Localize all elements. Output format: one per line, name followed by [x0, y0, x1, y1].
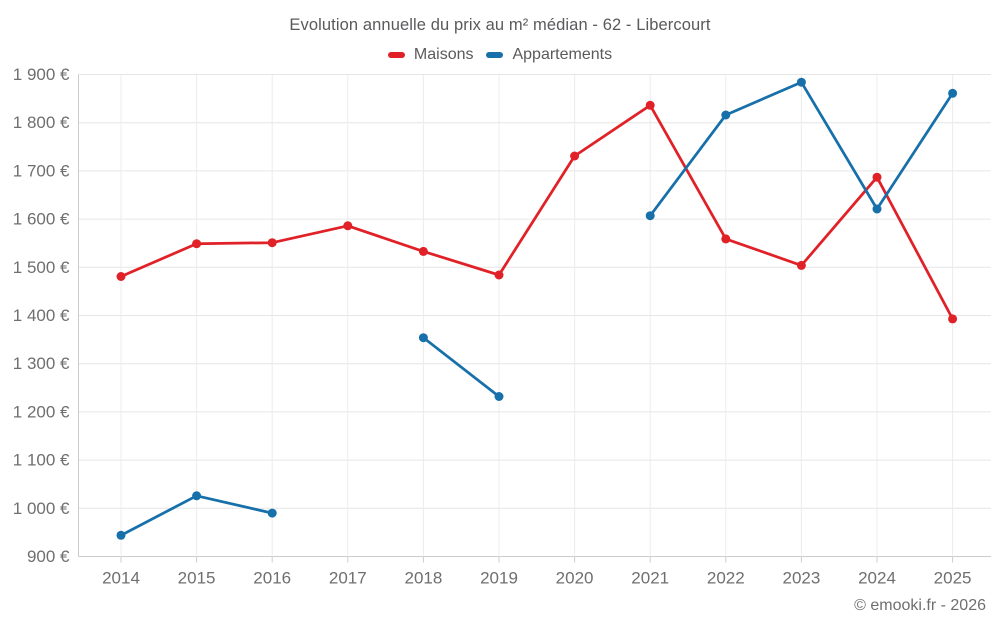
legend-label-maisons: Maisons [413, 46, 474, 63]
data-point-appartements-2025[interactable] [948, 88, 958, 98]
y-axis-label-1700: 1 700 € [13, 161, 70, 180]
y-axis-label-1300: 1 300 € [13, 354, 70, 373]
x-axis-label-2020: 2020 [556, 569, 594, 588]
data-point-maisons-2017[interactable] [343, 221, 353, 231]
y-axis-label-1400: 1 400 € [13, 306, 70, 325]
legend-item-appartements[interactable]: Appartements [486, 46, 612, 64]
chart-title: Evolution annuelle du prix au m² médian … [289, 16, 711, 34]
data-point-maisons-2015[interactable] [192, 239, 202, 249]
y-axis-label-1900: 1 900 € [13, 65, 70, 84]
x-axis-label-2019: 2019 [480, 569, 518, 588]
data-point-appartements-2016[interactable] [267, 508, 277, 518]
x-axis-label-2023: 2023 [782, 569, 820, 588]
data-point-appartements-2024[interactable] [872, 204, 882, 214]
y-axis-label-1100: 1 100 € [13, 451, 70, 470]
legend-label-appartements: Appartements [512, 46, 613, 63]
chart-legend: Maisons Appartements [0, 46, 1000, 64]
data-point-maisons-2025[interactable] [948, 314, 958, 324]
data-point-appartements-2014[interactable] [116, 530, 126, 540]
data-point-maisons-2014[interactable] [116, 272, 126, 281]
legend-swatch-appartements [486, 52, 504, 58]
x-axis-label-2016: 2016 [253, 569, 291, 588]
x-axis-label-2024: 2024 [858, 569, 896, 588]
y-axis-label-1500: 1 500 € [13, 258, 70, 277]
data-point-maisons-2018[interactable] [418, 246, 428, 256]
data-point-appartements-2018[interactable] [418, 333, 428, 343]
y-axis-label-900: 900 € [27, 547, 70, 566]
data-point-maisons-2023[interactable] [796, 260, 806, 270]
y-axis-label-1000: 1 000 € [13, 499, 70, 518]
data-point-appartements-2021[interactable] [645, 211, 655, 221]
data-point-appartements-2022[interactable] [721, 110, 731, 120]
y-axis-label-1600: 1 600 € [13, 210, 70, 229]
data-point-appartements-2015[interactable] [192, 491, 202, 501]
data-point-maisons-2016[interactable] [267, 238, 277, 248]
data-point-maisons-2020[interactable] [570, 151, 580, 161]
data-point-maisons-2021[interactable] [645, 100, 655, 110]
x-axis-label-2022: 2022 [707, 569, 745, 588]
data-point-maisons-2022[interactable] [721, 234, 731, 244]
x-axis-label-2021: 2021 [631, 569, 669, 588]
data-point-appartements-2019[interactable] [494, 392, 504, 401]
x-axis-label-2018: 2018 [404, 569, 442, 588]
data-point-maisons-2024[interactable] [872, 172, 882, 182]
series-line-maisons [119, 103, 954, 321]
data-point-maisons-2019[interactable] [494, 270, 504, 280]
data-point-appartements-2023[interactable] [796, 77, 806, 87]
x-axis-label-2014: 2014 [102, 569, 140, 588]
y-axis-label-1200: 1 200 € [13, 402, 70, 421]
legend-item-maisons[interactable]: Maisons [387, 46, 474, 64]
series-line-appartements [119, 80, 954, 537]
x-axis-label-2015: 2015 [178, 569, 216, 588]
x-axis-label-2025: 2025 [934, 569, 972, 588]
legend-swatch-maisons [387, 52, 405, 58]
x-axis-label-2017: 2017 [329, 569, 367, 588]
copyright-footer: © emooki.fr - 2026 [854, 597, 986, 614]
y-axis-label-1800: 1 800 € [13, 113, 70, 132]
